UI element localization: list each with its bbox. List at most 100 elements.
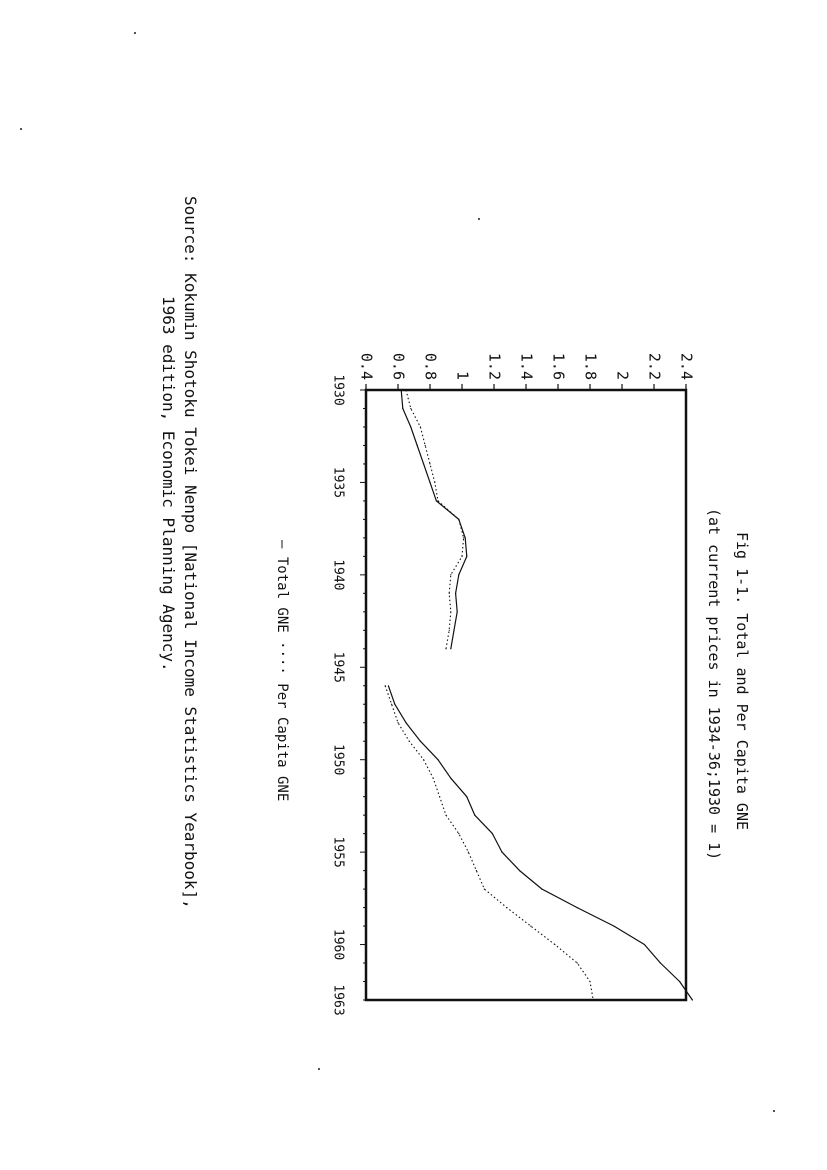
data-point-per-capita-gne — [397, 722, 399, 724]
data-point-total-gne — [429, 481, 431, 483]
data-point-per-capita-gne — [458, 833, 460, 835]
x-tick-label: 1963 — [331, 984, 346, 1015]
data-point-total-gne — [394, 703, 396, 705]
data-point-per-capita-gne — [589, 980, 591, 983]
data-point-per-capita-gne — [445, 648, 447, 650]
data-point-total-gne — [405, 722, 407, 724]
data-point-per-capita-gne — [506, 907, 508, 909]
data-point-total-gne — [613, 925, 615, 927]
data-point-per-capita-gne — [424, 444, 426, 447]
data-point-per-capita-gne — [405, 389, 407, 391]
data-point-total-gne — [453, 629, 455, 631]
data-point-per-capita-gne — [429, 463, 431, 465]
x-tick-label: 1950 — [331, 744, 346, 775]
data-point-per-capita-gne — [439, 796, 441, 798]
x-tick-label: 1935 — [331, 467, 346, 498]
data-point-per-capita-gne — [448, 592, 450, 594]
legend: — Total GNE ···· Per Capita GNE — [274, 540, 290, 802]
scan-speck — [478, 218, 480, 220]
data-point-total-gne — [387, 685, 389, 687]
data-point-total-gne — [458, 574, 460, 576]
chart-subtitle: (at current prices in 1934-36;1930 = 1) — [705, 508, 723, 861]
data-point-total-gne — [437, 759, 439, 761]
source-note-line-1: Source: Kokumin Shotoku Tokei Nenpo [Nat… — [181, 196, 200, 909]
x-tick-label: 1940 — [331, 559, 346, 590]
data-point-total-gne — [435, 500, 437, 502]
y-tick-label: 2 — [614, 371, 632, 380]
data-point-total-gne — [576, 907, 578, 909]
data-point-per-capita-gne — [432, 777, 434, 779]
scan-speck — [318, 1068, 320, 1070]
data-point-per-capita-gne — [592, 999, 594, 1001]
y-tick-label: 2.4 — [678, 353, 696, 380]
data-point-per-capita-gne — [483, 888, 485, 890]
y-tick-label: 0.8 — [422, 353, 440, 380]
y-tick-label: 1.8 — [582, 353, 600, 380]
data-point-per-capita-gne — [530, 925, 532, 927]
chart-title: Fig 1-1. Total and Per Capita GNE — [733, 532, 751, 831]
data-point-total-gne — [491, 833, 493, 835]
series-line-per-capita-gne — [405, 389, 465, 649]
series-line-total-gne — [400, 389, 468, 649]
y-tick-label: 1.4 — [518, 353, 536, 380]
y-tick-label: 1.6 — [550, 353, 568, 380]
data-point-total-gne — [419, 740, 421, 742]
data-point-total-gne — [466, 796, 468, 798]
data-point-total-gne — [456, 611, 458, 613]
y-tick-label: 1 — [454, 371, 472, 380]
scan-speck — [20, 128, 22, 130]
data-point-total-gne — [519, 870, 521, 872]
data-point-total-gne — [400, 389, 402, 391]
data-point-total-gne — [423, 463, 425, 465]
data-point-per-capita-gne — [475, 870, 477, 872]
series-line-total-gne — [387, 685, 693, 1001]
x-tick-label: 1960 — [331, 929, 346, 960]
data-point-total-gne — [402, 407, 404, 410]
data-point-per-capita-gne — [437, 500, 439, 502]
x-tick-label: 1930 — [331, 374, 346, 405]
data-point-per-capita-gne — [461, 555, 463, 558]
x-tick-label: 1945 — [331, 652, 346, 683]
data-point-total-gne — [659, 962, 662, 964]
y-tick-label: 0.4 — [358, 353, 376, 380]
data-point-total-gne — [679, 980, 681, 983]
data-point-per-capita-gne — [467, 851, 469, 853]
data-point-per-capita-gne — [576, 962, 578, 964]
data-point-per-capita-gne — [463, 537, 465, 539]
data-point-per-capita-gne — [450, 611, 452, 613]
data-point-total-gne — [466, 555, 468, 558]
data-point-per-capita-gne — [434, 481, 436, 483]
y-tick-label: 2.2 — [646, 353, 664, 380]
data-point-total-gne — [410, 426, 412, 428]
data-point-per-capita-gne — [445, 814, 447, 816]
data-point-per-capita-gne — [391, 703, 393, 705]
data-point-per-capita-gne — [458, 518, 460, 521]
series-line-per-capita-gne — [384, 685, 594, 1001]
data-point-per-capita-gne — [448, 629, 450, 631]
data-point-total-gne — [464, 537, 466, 539]
source-note-line-2: 1963 edition, Economic Planning Agency. — [159, 296, 178, 672]
data-point-per-capita-gne — [450, 574, 452, 576]
data-point-per-capita-gne — [554, 943, 556, 946]
data-point-total-gne — [691, 999, 694, 1001]
x-tick-label: 1955 — [331, 836, 346, 867]
data-point-per-capita-gne — [408, 740, 410, 742]
data-point-total-gne — [416, 444, 418, 447]
data-point-total-gne — [455, 592, 457, 594]
y-tick-label: 1.2 — [486, 353, 504, 380]
data-point-total-gne — [541, 888, 543, 890]
data-point-per-capita-gne — [410, 407, 412, 410]
scan-speck — [773, 1110, 775, 1112]
y-tick-label: 0.6 — [390, 353, 408, 380]
data-point-total-gne — [450, 777, 452, 779]
data-point-per-capita-gne — [419, 426, 421, 428]
data-point-per-capita-gne — [384, 685, 386, 687]
data-point-total-gne — [643, 943, 646, 946]
scan-speck — [134, 32, 136, 34]
data-point-total-gne — [450, 648, 452, 650]
data-point-total-gne — [501, 851, 503, 853]
data-point-per-capita-gne — [423, 759, 425, 761]
plot-frame — [364, 388, 688, 1002]
data-point-total-gne — [474, 814, 476, 816]
